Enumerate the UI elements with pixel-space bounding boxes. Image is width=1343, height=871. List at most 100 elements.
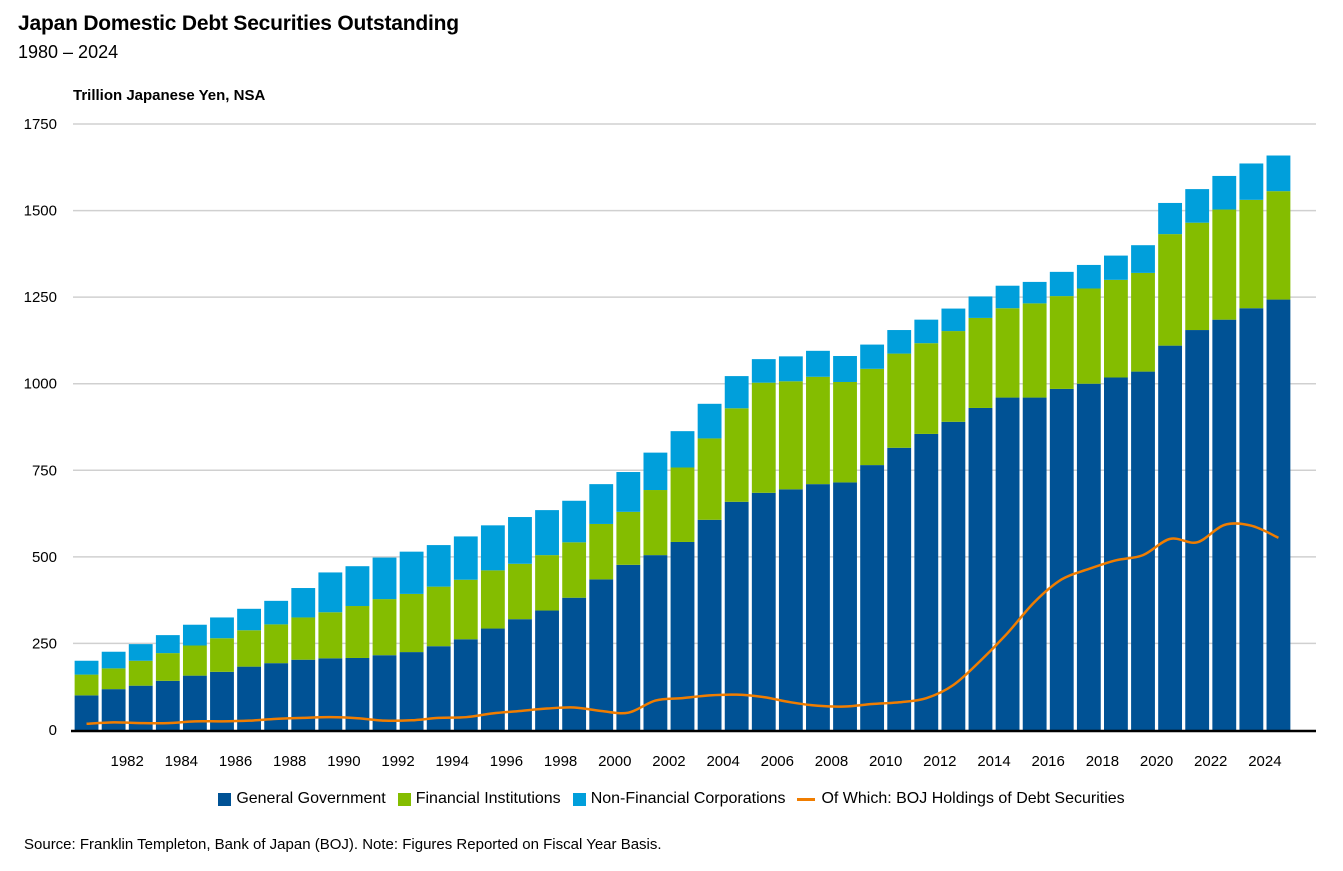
bar-segment [1158,234,1183,346]
bar-segment [968,296,993,318]
bar-segment [155,680,180,730]
bar-segment [399,652,424,730]
bar-segment [860,344,885,369]
bar-segment [643,452,668,491]
bar-segment [1185,222,1210,331]
bar-segment [806,350,830,377]
boj-holdings-line [86,522,1279,726]
x-tick-label: 2002 [652,753,685,770]
bar-segment [535,555,559,611]
bar-segment [1104,377,1128,730]
bar-segment [128,644,153,661]
x-tick-label: 2020 [1140,753,1173,770]
bar-segment [1266,191,1291,300]
bar-segment [941,421,966,730]
legend-line-swatch [797,797,816,801]
y-tick-label: 0 [49,722,57,739]
bar-segment [670,541,695,730]
bar-segment [426,545,451,587]
legend-label: Of Which: BOJ Holdings of Debt Securitie… [821,790,1125,807]
legend-label: Financial Institutions [415,790,561,807]
bar-segment [74,674,99,696]
bar-segment [1185,189,1210,223]
x-tick-labels: 1982 1984 1986 1988 1990 1992 1994 1996 1998 2000… [110,753,1281,770]
bar-segment [1131,371,1155,730]
bar-segment [697,438,722,520]
bar-segment [778,381,803,490]
y-tick-label: 250 [32,635,57,652]
x-tick-label: 1982 [110,753,143,770]
bar-segment [264,663,289,730]
bar-segment [291,588,316,618]
bar-segment [480,525,505,571]
x-tick-label: 2008 [815,753,848,770]
bar-segment [941,331,966,422]
x-tick-label: 1990 [327,753,360,770]
bar-segment [1076,288,1101,384]
bar-segment [182,645,207,676]
x-tick-label: 2024 [1248,753,1281,770]
bar-segment [318,658,343,730]
bar-segment [995,285,1020,309]
x-tick-label: 2006 [761,753,794,770]
bar-segment [616,564,641,730]
bar-segment [453,536,478,580]
bar-segment [751,492,776,730]
bar-segment [1049,388,1074,730]
x-tick-label: 1994 [436,753,469,770]
bar-segment [508,619,532,730]
x-tick-label: 1992 [381,753,414,770]
bar-segment [345,566,370,607]
y-tick-label: 1250 [24,289,57,306]
bar-segment [1131,245,1155,273]
bar-segment [155,635,180,654]
bars [71,155,1316,733]
bar-segment [643,555,668,730]
x-tick-label: 2012 [923,753,956,770]
bar-segment [860,465,885,730]
bar-segment [155,653,180,681]
chart-title: Japan Domestic Debt Securities Outstandi… [18,12,459,35]
bar-segment [616,511,641,565]
bar-segment [778,356,803,382]
bar-segment [182,675,207,730]
bar-segment [101,651,126,669]
bar-segment [318,572,343,613]
legend-swatch [397,792,411,806]
bar-segment [941,308,966,332]
x-tick-label: 2000 [598,753,631,770]
x-tick-label: 1986 [219,753,252,770]
bar-segment [860,368,885,466]
x-tick-label: 2010 [869,753,902,770]
bar-segment [1049,271,1074,297]
x-tick-label: 1984 [165,753,198,770]
bar-segment [1022,303,1047,398]
legend-swatch [572,792,586,806]
source-note: Source: Franklin Templeton, Bank of Japa… [24,836,662,853]
bar-segment [210,638,234,672]
bar-segment [1239,163,1264,200]
bar-segment [616,472,641,512]
x-tick-label: 2014 [977,753,1010,770]
bar-segment [399,551,424,594]
bar-segment [914,319,939,344]
bar-segment [1104,255,1128,280]
bar-segment [1266,299,1291,730]
legend-item: Non-Financial Corporations [572,790,785,808]
y-tick-label: 500 [32,549,57,566]
legend-item: Of Which: BOJ Holdings of Debt Securitie… [797,790,1125,808]
bar-segment [453,639,478,730]
bar-segment [128,685,153,730]
y-tick-label: 1750 [24,116,57,133]
x-tick-label: 1988 [273,753,306,770]
bar-segment [778,489,803,730]
bar-segment [643,490,668,556]
bar-segment [372,655,397,730]
bar-segment [751,359,776,383]
bar-segment [182,624,207,646]
y-tick-labels: 0 250 500 750 1000 1250 1500 1750 [24,116,57,739]
bar-segment [697,403,722,439]
x-tick-label: 1998 [544,753,577,770]
bar-segment [1131,272,1155,372]
